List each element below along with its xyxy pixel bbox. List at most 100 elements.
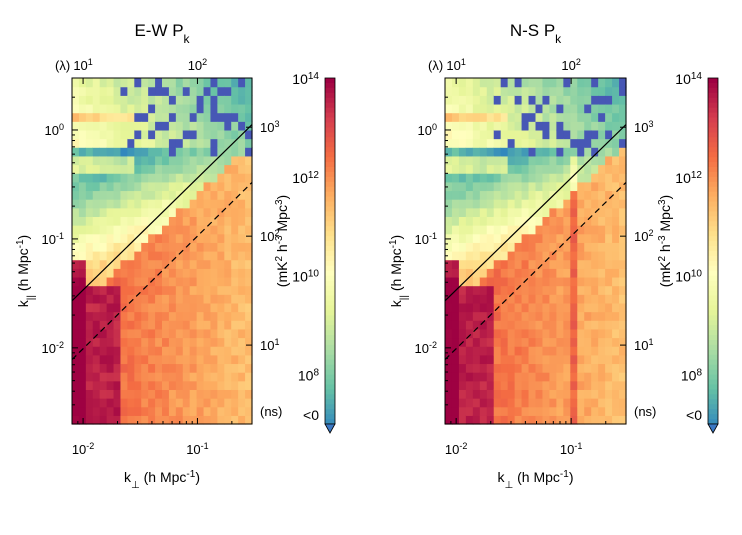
heatmap-cell [196, 389, 205, 399]
heatmap-cell [584, 285, 592, 295]
heatmap-cell [577, 155, 585, 166]
heatmap-cell [605, 95, 613, 105]
heatmap-cell [127, 138, 135, 148]
heatmap-cell [134, 276, 142, 287]
heatmap-cell [92, 251, 101, 261]
heatmap-cell [72, 259, 80, 269]
heatmap-cell [78, 164, 87, 174]
heatmap-cell [514, 302, 523, 313]
colorbar-segment [325, 394, 335, 400]
heatmap-cell [584, 242, 592, 252]
heatmap-cell [203, 276, 212, 287]
heatmap-cell [168, 173, 177, 183]
heatmap-cell [85, 164, 94, 174]
heatmap-cell [127, 216, 135, 226]
colorbar-segment [708, 201, 718, 208]
heatmap-cell [92, 86, 101, 96]
heatmap-cell [85, 268, 94, 278]
heatmap-cell [224, 242, 232, 252]
heatmap-cell [99, 78, 108, 88]
heatmap-cell [445, 389, 453, 399]
heatmap-cell [591, 320, 599, 330]
heatmap-cell [486, 285, 495, 295]
heatmap-cell [196, 147, 205, 157]
right-tick-label: 101 [260, 337, 279, 353]
heatmap-cell [141, 155, 149, 166]
heatmap-cell [563, 190, 571, 200]
heatmap-cell [231, 147, 239, 157]
heatmap-cell [458, 233, 467, 243]
colorbar-segment [325, 290, 335, 297]
heatmap-cell [465, 121, 474, 131]
heatmap-cell [500, 225, 509, 235]
heatmap-cell [141, 86, 149, 96]
heatmap-cell [106, 346, 115, 356]
heatmap-cell [577, 406, 585, 416]
heatmap-cell [85, 173, 94, 183]
colorbar-tick-label: 108 [298, 367, 320, 384]
heatmap-cell [210, 337, 218, 347]
heatmap-cell [479, 242, 488, 252]
heatmap-cell [148, 233, 156, 243]
heatmap-cell [542, 328, 551, 339]
heatmap-cell [196, 112, 205, 122]
heatmap-cell [99, 302, 108, 313]
heatmap-cell [155, 199, 163, 209]
heatmap-cell [175, 112, 184, 122]
heatmap-cell [182, 337, 191, 347]
heatmap-cell [605, 138, 613, 148]
heatmap-cell [486, 164, 495, 174]
heatmap-cell [224, 406, 232, 416]
heatmap-cell [92, 129, 101, 140]
colorbar-segment [325, 206, 335, 213]
heatmap-cell [570, 181, 578, 192]
heatmap-cell [196, 155, 205, 166]
heatmap-cell [507, 129, 516, 140]
colorbar-segment [708, 102, 718, 109]
heatmap-cell [612, 389, 620, 399]
heatmap-cells [445, 78, 627, 425]
heatmap-cell [493, 311, 502, 321]
heatmap-cell [549, 320, 557, 330]
heatmap-cell [127, 129, 135, 140]
heatmap-cell [245, 181, 253, 192]
heatmap-cell [134, 95, 142, 105]
heatmap-cell [521, 103, 530, 114]
heatmap-cell [598, 103, 606, 114]
x-tick-label: 10-2 [72, 441, 94, 457]
heatmap-cell [99, 406, 108, 416]
heatmap-cell [148, 389, 156, 399]
heatmap-cell [203, 302, 212, 313]
heatmap-cell [563, 294, 571, 304]
heatmap-cell [148, 285, 156, 295]
heatmap-cell [514, 294, 523, 304]
heatmap-cell [528, 78, 537, 88]
heatmap-cell [528, 346, 537, 356]
heatmap-cell [168, 415, 177, 425]
heatmap-cell [542, 354, 551, 365]
heatmap-cell [231, 389, 239, 399]
heatmap-cell [175, 259, 184, 269]
heatmap-cell [238, 242, 246, 252]
colorbar-segment [325, 399, 335, 405]
heatmap-cell [106, 199, 115, 209]
heatmap-cell [120, 251, 128, 261]
heatmap-cell [521, 155, 530, 166]
y-tick-label: 10-1 [415, 231, 437, 247]
heatmap-cell [99, 147, 108, 157]
colorbar-segment [708, 236, 718, 242]
heatmap-cell [203, 216, 212, 226]
heatmap-cell [486, 86, 495, 96]
heatmap-cell [134, 372, 142, 382]
heatmap-cell [217, 181, 225, 192]
heatmap-cell [514, 155, 523, 166]
heatmap-cell [577, 78, 585, 88]
heatmap-cell [486, 354, 495, 365]
heatmap-cell [486, 242, 495, 252]
heatmap-cell [203, 389, 212, 399]
heatmap-cell [113, 103, 122, 114]
heatmap-cell [224, 302, 232, 313]
heatmap-cell [549, 225, 557, 235]
heatmap-cell [605, 276, 613, 287]
